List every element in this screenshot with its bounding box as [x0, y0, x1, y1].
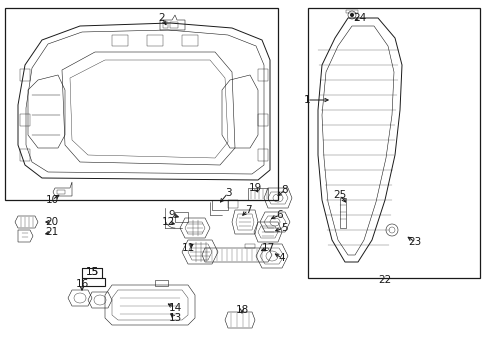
Text: 15: 15	[85, 267, 98, 277]
Circle shape	[350, 13, 354, 17]
Text: 20: 20	[46, 217, 59, 227]
Text: 18: 18	[235, 305, 248, 315]
Text: 16: 16	[75, 279, 89, 289]
Text: 6: 6	[277, 210, 283, 220]
Text: 9: 9	[169, 210, 175, 220]
Text: 13: 13	[169, 313, 182, 323]
Text: 8: 8	[282, 185, 288, 195]
Text: 24: 24	[353, 13, 367, 23]
Text: 10: 10	[46, 195, 59, 205]
Text: 14: 14	[169, 303, 182, 313]
Text: 22: 22	[378, 275, 392, 285]
Text: 4: 4	[279, 253, 285, 263]
Text: 3: 3	[225, 188, 231, 198]
Text: 11: 11	[181, 243, 195, 253]
Text: 19: 19	[248, 183, 262, 193]
Text: 1: 1	[304, 95, 310, 105]
Text: 15: 15	[85, 267, 98, 277]
Text: 17: 17	[261, 243, 274, 253]
Text: 25: 25	[333, 190, 346, 200]
Text: 7: 7	[245, 205, 251, 215]
Text: 5: 5	[281, 223, 287, 233]
Text: 23: 23	[408, 237, 421, 247]
Text: 21: 21	[46, 227, 59, 237]
Text: 12: 12	[161, 217, 174, 227]
Text: 2: 2	[159, 13, 165, 23]
